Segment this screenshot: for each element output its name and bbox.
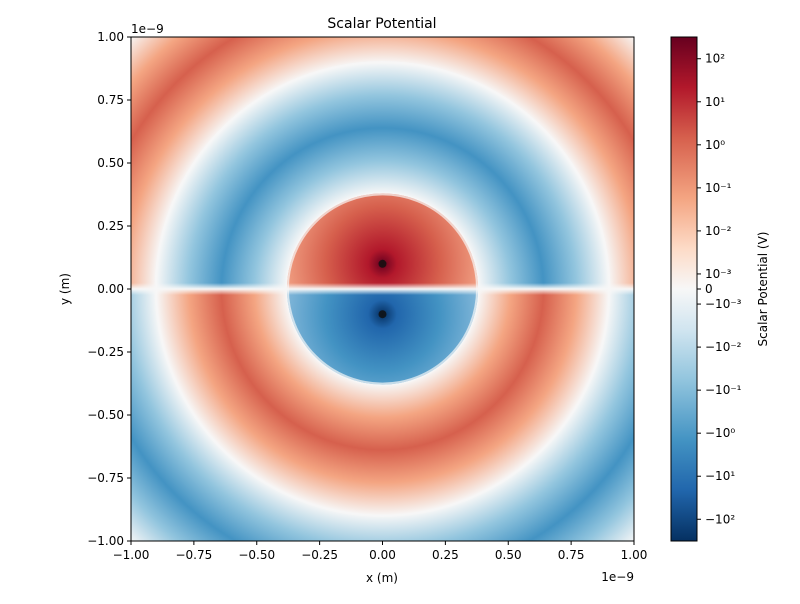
y-tick-label: −0.75 <box>87 471 124 485</box>
x-tick-label: −0.25 <box>301 548 338 562</box>
colorbar-tick-label: 10⁻¹ <box>705 181 732 195</box>
zero-line <box>131 283 634 295</box>
charge <box>378 310 387 319</box>
x-tick-label: −1.00 <box>113 548 150 562</box>
chart-title: Scalar Potential <box>327 16 436 32</box>
colorbar-tick-label: 10¹ <box>705 95 725 109</box>
colorbar-tick-label: 10² <box>705 52 725 66</box>
x-offset: 1e−9 <box>601 570 634 584</box>
x-tick-label: −0.75 <box>175 548 212 562</box>
y-tick-label: 0.00 <box>97 282 124 296</box>
y-tick-label: 0.50 <box>97 156 124 170</box>
heatmap <box>131 37 634 541</box>
charge <box>378 259 387 268</box>
colorbar-label: Scalar Potential (V) <box>756 232 770 347</box>
colorbar-tick-label: −10⁻² <box>705 340 742 354</box>
y-tick-label: 1.00 <box>97 30 124 44</box>
x-tick-label: 1.00 <box>621 548 648 562</box>
colorbar-tick-label: −10⁰ <box>705 426 735 440</box>
y-tick-label: −0.50 <box>87 408 124 422</box>
colorbar <box>670 36 698 542</box>
x-tick-label: −0.50 <box>238 548 275 562</box>
colorbar-tick-label: −10² <box>705 512 735 526</box>
colorbar-tick-label: −10¹ <box>705 469 735 483</box>
y-tick-label: 0.25 <box>97 219 124 233</box>
y-tick-label: 0.75 <box>97 93 124 107</box>
y-tick-label: −0.25 <box>87 345 124 359</box>
y-tick-label: −1.00 <box>87 534 124 548</box>
colorbar-tick-label: −10⁻³ <box>705 297 742 311</box>
y-axis-label: y (m) <box>58 273 72 305</box>
colorbar-tick-label: 10⁰ <box>705 138 725 152</box>
colorbar-tick-label: 10⁻³ <box>705 267 732 281</box>
x-tick-label: 0.00 <box>369 548 396 562</box>
x-tick-label: 0.25 <box>432 548 459 562</box>
colorbar-tick-label: 10⁻² <box>705 224 732 238</box>
x-tick-label: 0.75 <box>558 548 585 562</box>
colorbar-tick-label: −10⁻¹ <box>705 383 742 397</box>
x-tick-label: 0.50 <box>495 548 522 562</box>
x-axis-label: x (m) <box>366 571 398 585</box>
colorbar-tick-label: 0 <box>705 282 713 296</box>
y-offset: 1e−9 <box>131 22 164 36</box>
